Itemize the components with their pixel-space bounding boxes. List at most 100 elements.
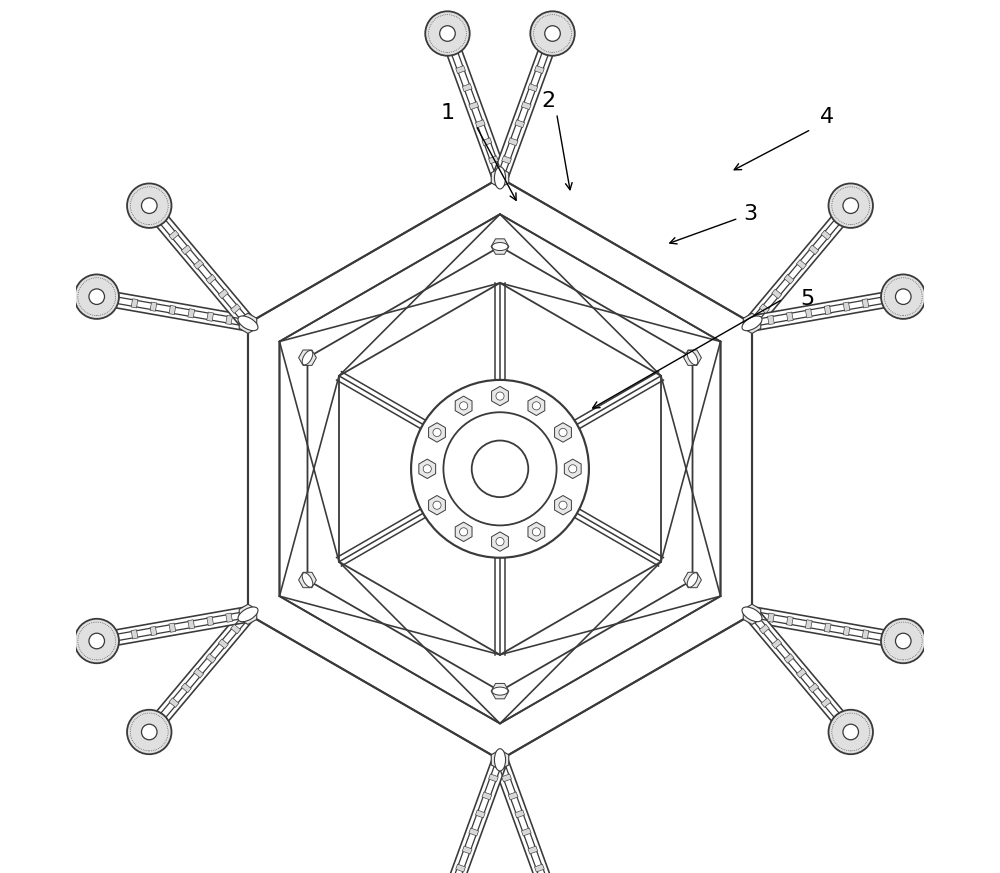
Ellipse shape [238,316,258,331]
Ellipse shape [238,607,258,622]
Polygon shape [515,810,525,818]
Polygon shape [95,607,249,649]
Circle shape [496,538,504,546]
Circle shape [433,501,441,509]
Circle shape [89,289,105,305]
Polygon shape [455,396,472,416]
Polygon shape [521,828,531,836]
Polygon shape [508,792,518,800]
Polygon shape [555,423,571,442]
Polygon shape [743,313,761,333]
Circle shape [411,380,589,558]
Polygon shape [239,604,257,624]
Polygon shape [429,423,445,442]
Polygon shape [455,522,472,541]
Polygon shape [112,633,119,643]
Polygon shape [786,616,793,626]
Polygon shape [492,532,508,551]
Polygon shape [528,846,538,854]
Circle shape [433,429,441,436]
Polygon shape [475,120,485,127]
Polygon shape [150,626,157,636]
Circle shape [75,274,119,319]
Polygon shape [131,299,138,308]
Polygon shape [821,230,831,240]
Polygon shape [521,101,531,110]
Circle shape [895,633,911,649]
Polygon shape [491,239,509,254]
Polygon shape [456,864,465,872]
Polygon shape [805,309,812,318]
Circle shape [425,11,470,56]
Polygon shape [491,750,509,770]
Polygon shape [143,609,254,737]
Circle shape [532,528,540,536]
Polygon shape [206,654,216,663]
Polygon shape [239,313,257,333]
Ellipse shape [742,316,762,331]
Polygon shape [157,216,167,225]
Polygon shape [528,396,545,416]
Circle shape [559,501,567,509]
Polygon shape [772,639,782,649]
Circle shape [443,412,557,526]
Ellipse shape [687,573,698,588]
Circle shape [141,725,157,739]
Circle shape [569,464,577,473]
Polygon shape [786,312,793,321]
Ellipse shape [302,350,313,365]
Circle shape [127,710,171,754]
Text: 5: 5 [800,289,814,309]
Polygon shape [169,306,176,314]
Polygon shape [169,623,176,632]
Polygon shape [188,620,195,629]
Ellipse shape [492,243,508,251]
Polygon shape [95,289,249,331]
Polygon shape [796,260,806,269]
Polygon shape [143,201,254,328]
Circle shape [545,25,560,41]
Polygon shape [150,302,157,312]
Polygon shape [299,573,316,588]
Polygon shape [188,309,195,318]
Polygon shape [181,683,191,692]
Circle shape [881,619,925,663]
Ellipse shape [492,687,508,695]
Circle shape [881,274,925,319]
Polygon shape [482,792,492,800]
Polygon shape [833,216,843,225]
Ellipse shape [494,749,506,771]
Polygon shape [768,613,774,622]
Ellipse shape [742,607,762,622]
Ellipse shape [302,573,313,588]
Polygon shape [456,65,465,73]
Polygon shape [226,315,232,325]
Polygon shape [194,669,204,678]
Polygon shape [449,48,459,56]
Circle shape [460,528,468,536]
Polygon shape [809,683,819,692]
Polygon shape [843,302,850,312]
Circle shape [127,183,171,228]
Polygon shape [492,387,508,406]
Polygon shape [419,459,436,478]
Polygon shape [746,609,857,737]
Polygon shape [440,31,507,181]
Circle shape [843,198,859,214]
Polygon shape [502,155,511,164]
Polygon shape [833,712,843,722]
Circle shape [829,183,873,228]
Polygon shape [759,304,769,313]
Polygon shape [491,168,509,188]
Polygon shape [206,274,216,284]
Polygon shape [743,604,761,624]
Polygon shape [821,698,831,707]
Polygon shape [535,864,544,872]
Polygon shape [440,757,507,873]
Polygon shape [489,773,498,782]
Polygon shape [181,245,191,255]
Polygon shape [843,626,850,636]
Text: 3: 3 [744,204,758,224]
Polygon shape [469,101,479,110]
Polygon shape [157,712,167,722]
